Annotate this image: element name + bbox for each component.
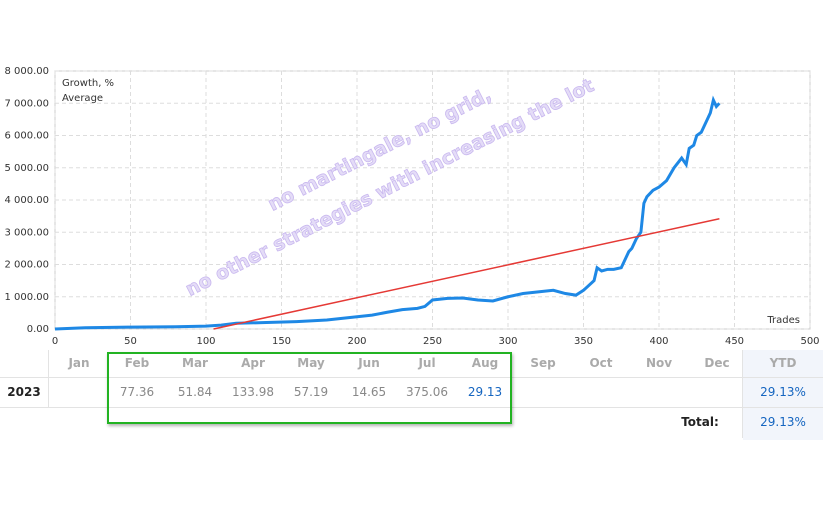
x-tick-label: 50 [124, 336, 137, 345]
month-header: Dec [704, 356, 730, 370]
month-header: Jun [358, 356, 380, 370]
line-series [213, 217, 720, 330]
highlight-box [107, 352, 512, 424]
line-series [54, 95, 721, 331]
x-tick-label: 250 [423, 336, 442, 345]
month-header: Jan [68, 356, 90, 370]
year-cell: 2023 [7, 385, 41, 399]
legend-entry: Growth, % [62, 78, 114, 89]
month-value: 375.06 [406, 385, 448, 399]
month-value: 77.36 [119, 385, 155, 399]
x-tick-label: 150 [272, 336, 291, 345]
ytd-value: 29.13% [760, 385, 806, 399]
x-tick-label: 300 [498, 336, 517, 345]
x-tick-label: 400 [649, 336, 668, 345]
ytd-column [743, 350, 823, 440]
legend-entry: Average [62, 93, 103, 104]
col-border [48, 350, 49, 407]
total-label: Total: [681, 415, 719, 429]
month-value: 29.13 [467, 385, 503, 399]
x-tick-label: 100 [196, 336, 215, 345]
y-tick-label: 2 000.00 [4, 260, 49, 271]
y-tick-label: 1 000.00 [4, 292, 49, 303]
y-tick-label: 3 000.00 [4, 227, 49, 238]
month-header: May [297, 356, 325, 370]
x-tick-label: 0 [52, 336, 58, 345]
month-value: 51.84 [177, 385, 213, 399]
month-header: Feb [124, 356, 150, 370]
month-value: 14.65 [351, 385, 387, 399]
month-header: Mar [182, 356, 208, 370]
y-tick-label: 4 000.00 [4, 195, 49, 206]
month-value: 57.19 [293, 385, 329, 399]
y-tick-label: 0.00 [27, 324, 49, 335]
returns-table: Jan Feb Mar Apr May Jun Jul Aug Sep Oct Nov Dec YTD 2… [0, 350, 823, 450]
y-tick-label: 8 000.00 [4, 66, 49, 77]
month-header: Aug [471, 356, 499, 370]
month-header: Jul [418, 356, 436, 370]
chart: 0.00 1 000.00 2 000.00 3 000.00 4 000.00 5 00… [4, 66, 819, 345]
x-axis-label: Trades [766, 315, 800, 326]
month-header: Sep [530, 356, 556, 370]
y-tick-label: 7 000.00 [4, 98, 49, 109]
y-tick-label: 5 000.00 [4, 163, 49, 174]
col-border [742, 350, 743, 438]
x-tick-label: 500 [800, 336, 819, 345]
total-value: 29.13% [760, 415, 806, 429]
row-border [0, 407, 823, 408]
month-value: 133.98 [232, 385, 274, 399]
month-header: Oct [589, 356, 613, 370]
x-tick-label: 200 [347, 336, 366, 345]
month-header: Nov [645, 356, 673, 370]
y-tick-label: 6 000.00 [4, 131, 49, 142]
month-header: Apr [241, 356, 265, 370]
x-tick-label: 450 [725, 336, 744, 345]
x-tick-label: 350 [574, 336, 593, 345]
ytd-header: YTD [769, 356, 797, 370]
row-border [0, 377, 823, 378]
